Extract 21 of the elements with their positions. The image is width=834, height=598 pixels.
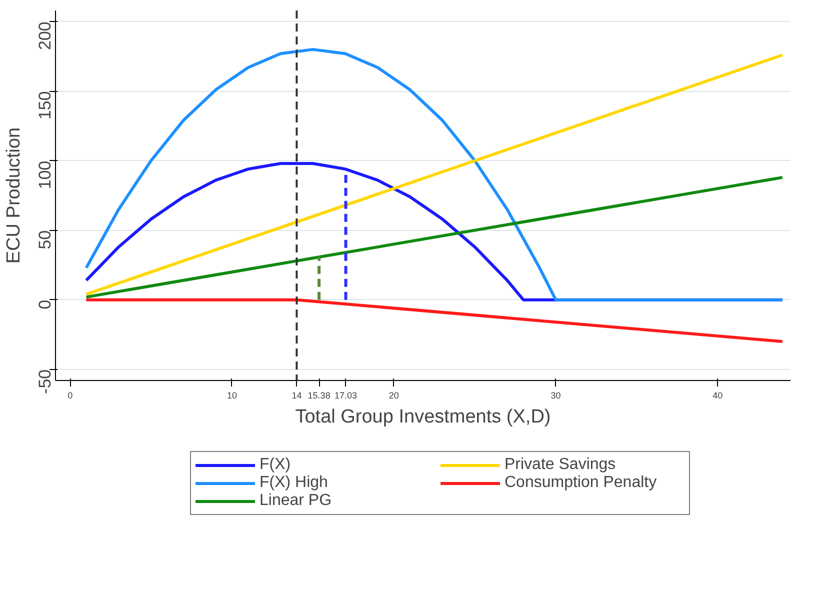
x-tick-label: 10 (226, 390, 237, 400)
y-axis-title: ECU Production (4, 127, 24, 264)
x-tick-label: 17.03 (334, 390, 358, 400)
legend-label: F(X) (260, 456, 292, 474)
y-tick-label: -50 (36, 369, 54, 394)
x-tick-label: 14 (292, 390, 302, 400)
x-axis-title: Total Group Investments (X,D) (295, 406, 551, 428)
y-tick-label: 0 (36, 300, 54, 310)
x-tick-label: 20 (388, 390, 399, 400)
legend-label: F(X) High (260, 474, 329, 492)
y-tick-label: 50 (36, 230, 54, 250)
y-tick-label: 100 (36, 160, 54, 190)
legend-label: Private Savings (504, 456, 617, 474)
y-tick-label: 150 (36, 91, 54, 120)
y-tick-label: 200 (36, 22, 54, 50)
x-tick-label: 15.38 (308, 390, 330, 400)
legend-label: Consumption Penalty (504, 474, 658, 492)
x-tick-label: 30 (550, 390, 561, 400)
x-tick-label: 40 (712, 390, 723, 400)
x-tick-label: 0 (68, 390, 73, 400)
legend-label: Linear PG (260, 492, 333, 510)
